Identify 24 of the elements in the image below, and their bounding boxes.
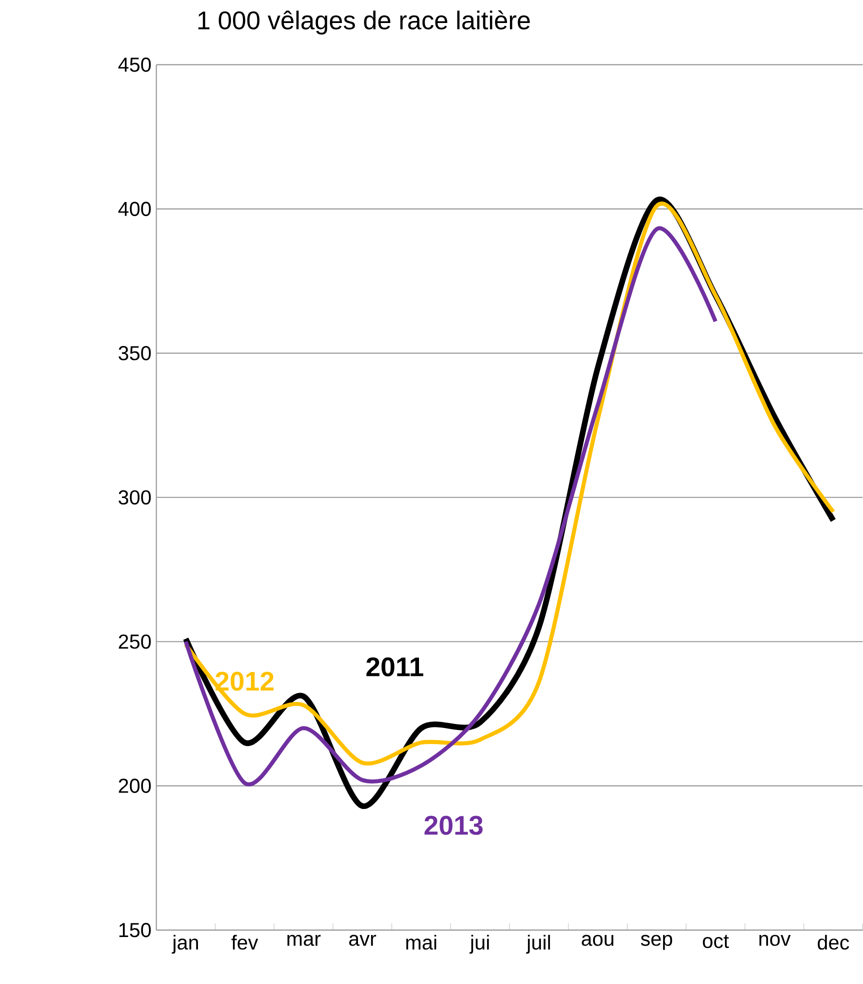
series-label: 2012 [215,672,274,691]
y-tick-label: 150 [119,922,151,938]
y-tick-label: 300 [118,490,151,505]
x-tick-label: aou [582,934,614,946]
y-tick-label: 250 [118,634,151,649]
x-tick-label: nov [759,934,791,946]
x-tick-label: jui [469,934,489,954]
x-tick-label: sep [640,934,672,950]
x-tick-label: avr [349,934,376,946]
x-tick-label: dec [818,934,849,950]
y-tick-label: 350 [118,346,151,360]
x-tick-label: oct [702,934,729,948]
y-tick-label: 400 [118,202,151,216]
y-tick-label: 200 [118,778,151,793]
x-tick-label: fev [231,934,258,950]
x-tick-label: juil [526,934,550,954]
chart-title: 1 000 vêlages de race laitière [198,10,530,35]
series-label: 2013 [424,816,482,835]
x-tick-label: jan [172,934,198,954]
x-tick-label: mai [406,934,436,950]
series-label: 2011 [366,657,424,676]
line-series [184,227,718,786]
x-tick-label: mar [287,934,320,946]
y-tick-label: 450 [118,58,151,72]
